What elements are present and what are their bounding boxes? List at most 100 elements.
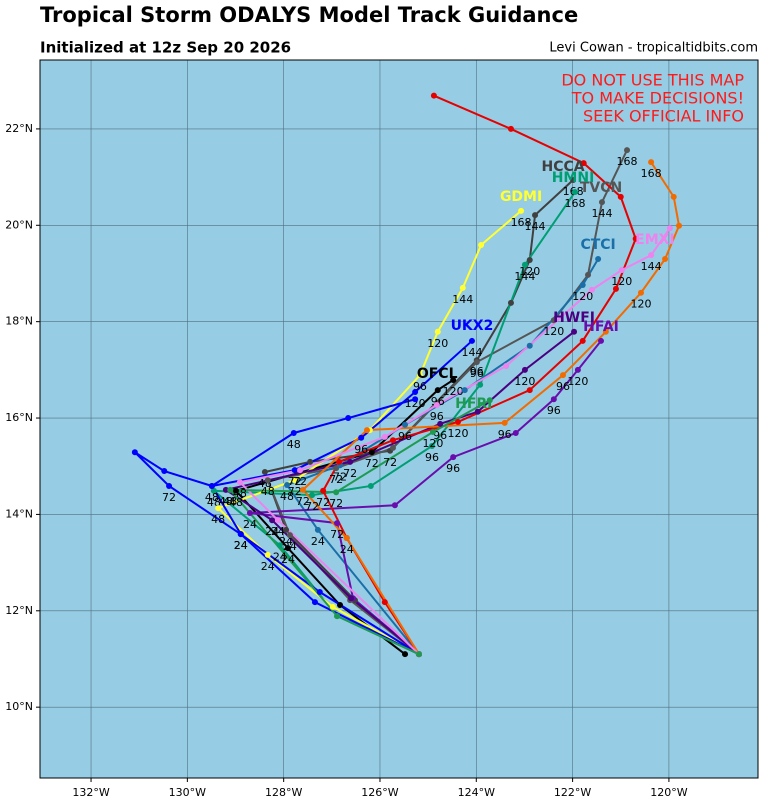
track-point <box>454 418 461 425</box>
warning-text: SEEK OFFICIAL INFO <box>583 107 744 126</box>
track-point <box>329 603 336 610</box>
track-point <box>232 487 239 494</box>
y-tick-label: 22°N <box>5 122 33 135</box>
track-point <box>434 387 441 394</box>
track-point <box>389 444 396 451</box>
track-point <box>526 387 533 394</box>
y-tick-label: 18°N <box>5 315 33 328</box>
track-point <box>598 199 605 206</box>
track-point <box>264 477 271 484</box>
forecast-hour-label: 48 <box>211 513 225 526</box>
track-point <box>261 469 268 476</box>
track-point <box>585 271 592 278</box>
track-point <box>572 189 579 196</box>
x-tick-label: 120°W <box>650 786 687 799</box>
track-point <box>291 467 298 474</box>
track-point <box>518 207 525 214</box>
track-point <box>227 486 234 493</box>
track-point <box>274 517 281 524</box>
track-point <box>550 396 557 403</box>
track-point <box>648 159 655 166</box>
track-point <box>208 482 215 489</box>
track-point <box>507 299 514 306</box>
forecast-hour-label: 72 <box>383 456 397 469</box>
forecast-hour-label: 24 <box>311 535 325 548</box>
track-point <box>311 599 318 606</box>
model-name-label: HFRI <box>455 396 492 412</box>
forecast-hour-label: 120 <box>427 337 448 350</box>
track-point <box>521 366 528 373</box>
track-point <box>358 434 365 441</box>
plot-area <box>40 60 758 778</box>
track-point <box>166 482 173 489</box>
track-point <box>526 342 533 349</box>
x-tick-label: 132°W <box>72 786 109 799</box>
forecast-hour-label: 168 <box>617 155 638 168</box>
forecast-hour-label: 96 <box>470 367 484 380</box>
forecast-hour-label: 24 <box>281 553 295 566</box>
forecast-hour-label: 96 <box>547 404 561 417</box>
forecast-hour-label: 72 <box>329 473 343 486</box>
model-name-label: HCCA <box>542 159 585 175</box>
forecast-hour-label: 72 <box>329 497 343 510</box>
forecast-hour-label: 120 <box>567 375 588 388</box>
forecast-hour-label: 72 <box>365 457 379 470</box>
model-name-label: CTCI <box>580 237 615 253</box>
track-point <box>269 517 276 524</box>
track-point <box>415 651 422 658</box>
forecast-hour-label: 144 <box>525 220 546 233</box>
forecast-hour-label: 24 <box>265 525 279 538</box>
forecast-hour-label: 48 <box>219 495 233 508</box>
track-point <box>526 256 533 263</box>
track-point <box>503 362 510 369</box>
track-point <box>389 437 396 444</box>
track-line <box>301 161 681 655</box>
track-point <box>618 267 625 274</box>
track-point <box>284 482 291 489</box>
track-point <box>579 282 586 289</box>
track-point <box>624 147 631 154</box>
forecast-hour-label: 96 <box>430 410 444 423</box>
track-point <box>612 285 619 292</box>
track-point <box>391 502 398 509</box>
forecast-hour-label: 168 <box>511 216 532 229</box>
forecast-hour-label: 24 <box>234 539 248 552</box>
warning-text: TO MAKE DECISIONS! <box>571 89 744 108</box>
y-tick-label: 20°N <box>5 218 33 231</box>
track-point <box>285 545 292 552</box>
credit: Levi Cowan - tropicaltidbits.com <box>549 41 758 56</box>
track-point <box>507 125 514 132</box>
forecast-hour-label: 24 <box>271 525 285 538</box>
track-point <box>236 479 243 486</box>
track-point <box>501 419 508 426</box>
forecast-hour-label: 120 <box>543 325 564 338</box>
track-point <box>580 160 587 167</box>
track-point <box>316 588 323 595</box>
track-line <box>210 340 473 656</box>
track-point <box>286 532 293 539</box>
forecast-hour-label: 120 <box>447 427 468 440</box>
track-point <box>468 337 475 344</box>
forecast-hour-label: 120 <box>422 437 443 450</box>
x-tick-label: 130°W <box>169 786 206 799</box>
track-point <box>337 602 344 609</box>
track-point <box>291 477 298 484</box>
forecast-hour-label: 24 <box>273 550 287 563</box>
track-point <box>595 256 602 263</box>
y-tick-label: 14°N <box>5 507 33 520</box>
track-point <box>632 235 639 242</box>
track-point <box>309 492 316 499</box>
forecast-hour-label: 144 <box>452 293 473 306</box>
forecast-hour-label: 120 <box>572 290 593 303</box>
forecast-hour-label: 168 <box>565 197 586 210</box>
track-point <box>637 289 644 296</box>
forecast-hour-label: 168 <box>641 167 662 180</box>
track-point <box>210 487 217 494</box>
forecast-hour-label: 48 <box>287 438 301 451</box>
forecast-hour-label: 72 <box>288 485 302 498</box>
track-point <box>461 387 468 394</box>
model-name-label: HWFI <box>553 310 595 326</box>
track-point <box>283 526 290 533</box>
track-point <box>367 482 374 489</box>
